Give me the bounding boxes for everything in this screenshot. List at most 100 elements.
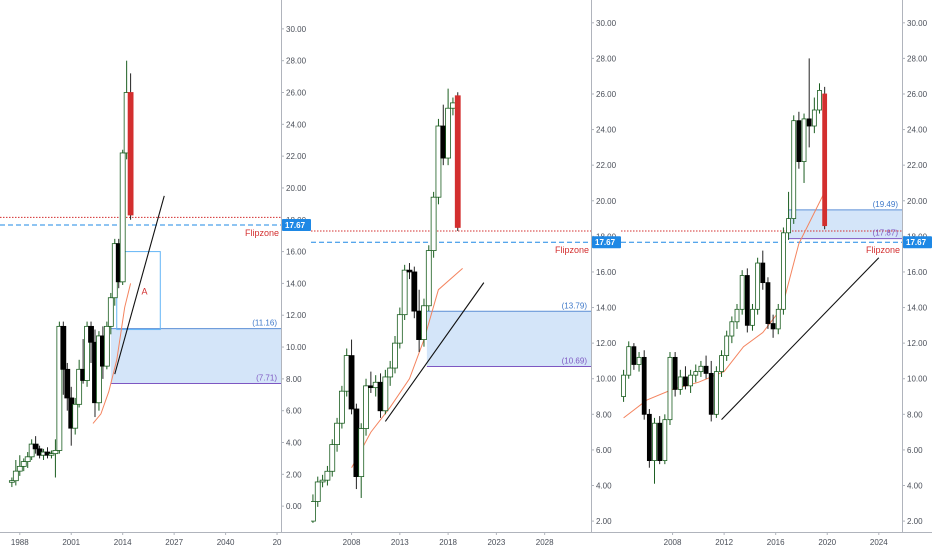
y-tick-label: 4.00 <box>596 482 612 491</box>
candle-down <box>646 408 652 468</box>
candle-body <box>791 120 797 219</box>
chart-panel-2: 2.004.006.008.0010.0012.0014.0016.0018.0… <box>311 0 621 547</box>
candle-body <box>363 385 369 429</box>
price-tag-box <box>282 219 311 232</box>
candle-body <box>708 372 714 415</box>
x-tick-label: 2024 <box>870 538 888 547</box>
candle-body <box>119 152 126 283</box>
candle-body <box>396 314 403 344</box>
candle-body <box>445 107 452 159</box>
candle-up <box>713 366 719 418</box>
candle-body <box>739 275 745 310</box>
candle-up <box>72 397 79 435</box>
candle-body <box>755 262 761 310</box>
candle-up <box>387 360 394 386</box>
y-tick-label: 22.00 <box>286 152 307 161</box>
candle-up <box>662 414 668 465</box>
candle-body <box>683 376 688 387</box>
candle-up <box>311 494 316 523</box>
x-tick-label: 1988 <box>11 538 29 547</box>
candle-up <box>775 303 781 335</box>
candle-body <box>348 355 355 410</box>
moving-average-line <box>351 268 463 468</box>
candle-body <box>662 419 668 461</box>
candle-body <box>96 335 102 404</box>
y-tick-label: 26.00 <box>596 90 617 99</box>
y-tick-label: 10.00 <box>907 375 928 384</box>
candle-up <box>343 348 350 397</box>
y-tick-label: 16.00 <box>286 248 307 257</box>
candle-down <box>348 339 355 415</box>
candle-body <box>16 465 23 472</box>
candle-up <box>12 460 19 486</box>
plot-area <box>311 88 591 523</box>
candle-body <box>392 342 398 369</box>
plot-area <box>0 60 281 488</box>
candle-down <box>822 86 828 230</box>
candle-body <box>781 232 786 310</box>
candle-down <box>806 58 812 148</box>
candle-up <box>329 439 336 477</box>
candle-body <box>8 480 15 483</box>
candle-body <box>324 470 331 481</box>
y-tick-label: 12.00 <box>596 339 617 348</box>
price-tag-label: 17.67 <box>595 238 616 247</box>
chart-panel-1: 0.00 2.00 4.00 6.00 8.00 10.00 12.00 14.00 16.00… <box>0 0 311 547</box>
candle-up <box>621 369 626 402</box>
y-tick-label: 12.00 <box>907 339 928 348</box>
y-tick-label: 28.00 <box>286 57 307 66</box>
candle-down <box>88 321 94 363</box>
candle-body <box>806 118 812 127</box>
candle-up <box>421 298 427 347</box>
candle-body <box>703 365 709 374</box>
candle-body <box>329 444 336 472</box>
candle-up <box>48 450 55 459</box>
candle-up <box>435 118 442 205</box>
candle-body <box>734 308 740 323</box>
candle-up <box>636 352 642 372</box>
candle-up <box>688 369 694 393</box>
candle-body <box>796 120 802 163</box>
candle-up <box>750 303 755 331</box>
candle-body <box>358 428 365 478</box>
candle-body <box>88 325 94 343</box>
y-tick-label: 16.00 <box>907 268 928 277</box>
candle-body <box>416 310 423 340</box>
candle-up <box>52 439 59 478</box>
candle-body <box>343 355 350 392</box>
candle-body <box>719 355 724 373</box>
x-tick-label: 2028 <box>536 538 554 547</box>
candle-body <box>48 453 55 456</box>
candle-body <box>667 356 673 421</box>
y-tick-label: 8.00 <box>907 410 923 419</box>
zone-low-label: (7.71) <box>256 373 277 382</box>
candle-down <box>708 360 714 422</box>
candle-body <box>24 456 31 462</box>
candle-body <box>693 371 699 376</box>
candle-body <box>713 371 719 415</box>
candle-up <box>8 477 15 488</box>
price-tag-label: 17.67 <box>285 221 306 230</box>
candle-body <box>621 374 626 397</box>
candle-up <box>652 417 657 484</box>
candle-body <box>84 325 90 381</box>
y-tick-label: 20.00 <box>596 197 617 206</box>
x-tick-label: 2001 <box>62 538 80 547</box>
candle-down <box>796 111 802 169</box>
chart-panel-3: 2.004.006.008.0010.0012.0014.0016.0018.0… <box>621 0 932 547</box>
candle-up <box>739 270 745 315</box>
candle-down <box>683 366 688 390</box>
y-tick-label: 0.00 <box>286 502 302 511</box>
candle-up <box>314 476 321 507</box>
y-tick-label: 24.00 <box>907 126 928 135</box>
support-zone <box>426 311 591 367</box>
candle-down <box>744 268 750 333</box>
candle-body <box>811 109 817 127</box>
x-tick-label: 2008 <box>343 538 361 547</box>
y-tick-label: 4.00 <box>286 439 302 448</box>
y-tick-label: 10.00 <box>596 375 617 384</box>
candle-up <box>450 97 456 116</box>
y-tick-label: 8.00 <box>286 375 302 384</box>
y-tick-label: 10.00 <box>286 343 307 352</box>
trendline <box>384 282 485 422</box>
